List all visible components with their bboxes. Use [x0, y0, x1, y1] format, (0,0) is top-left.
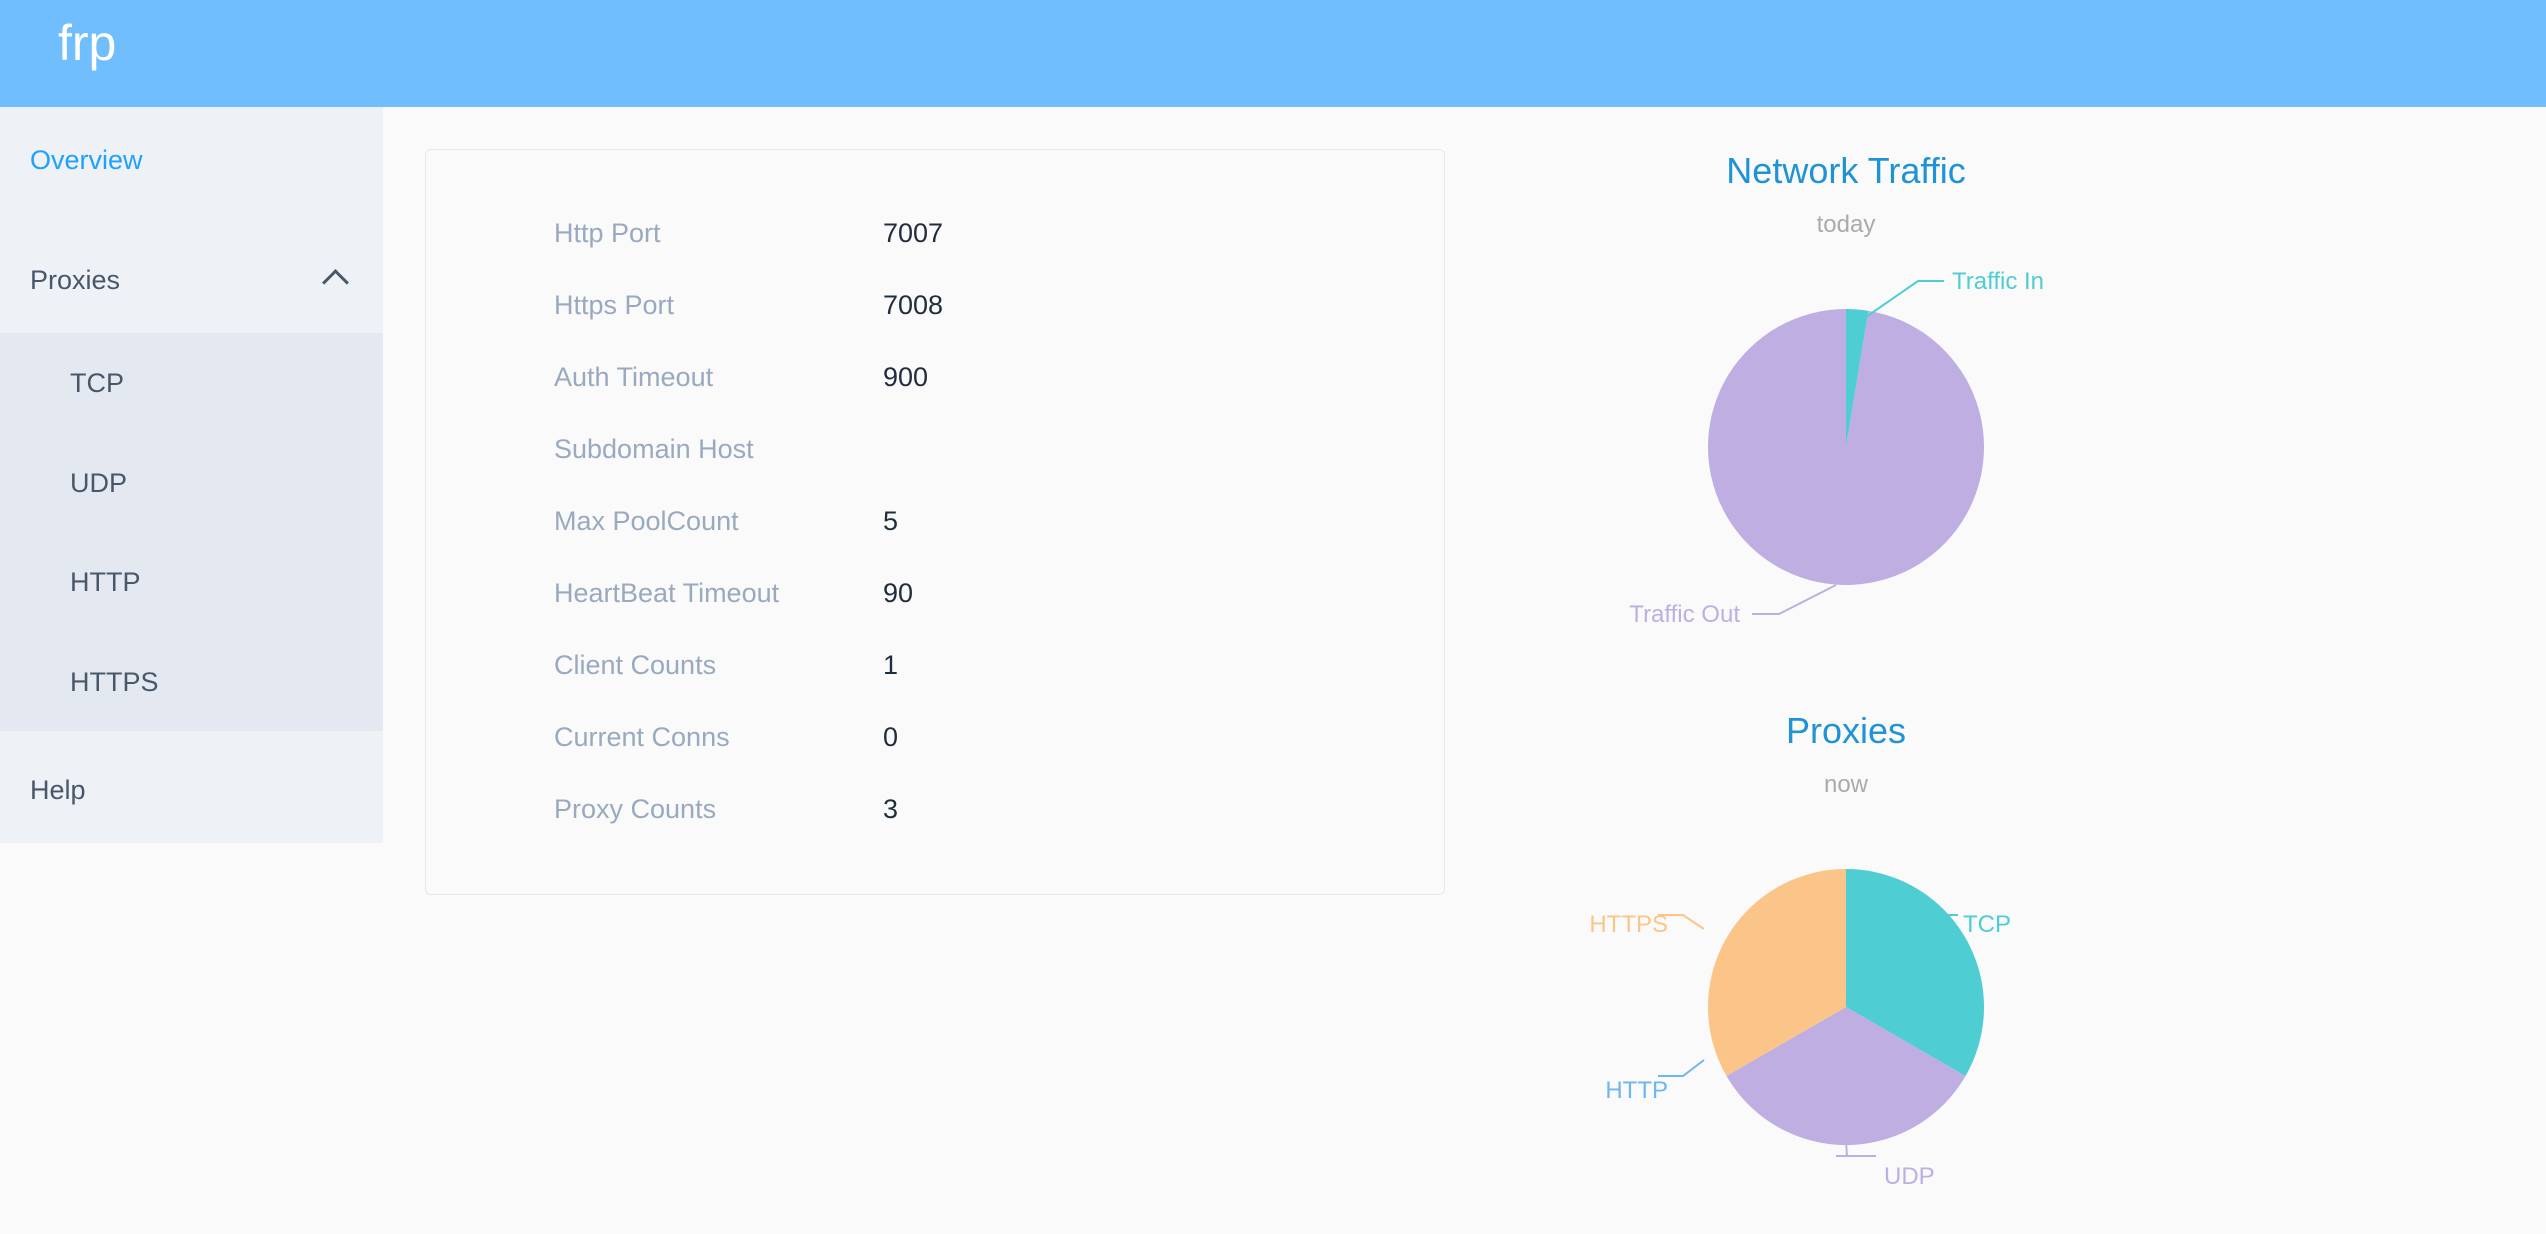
- https-label-line: [1658, 914, 1705, 930]
- traffic-pie: [1708, 309, 1985, 586]
- tcp-label-line: [1911, 914, 1958, 930]
- info-label: Max PoolCount: [554, 506, 739, 536]
- sidebar-item-tcp[interactable]: TCP: [0, 333, 383, 433]
- sidebar-item-udp[interactable]: UDP: [0, 433, 383, 533]
- info-value: 5: [883, 506, 899, 536]
- info-label: Http Port: [554, 218, 661, 248]
- info-value: 90: [883, 578, 914, 608]
- pie-slice-traffic-in[interactable]: [1846, 309, 1869, 447]
- info-value: 0: [883, 722, 899, 752]
- sidebar-menu: Overview Proxies TCP UDP HTTP HTTPS Help: [0, 107, 383, 843]
- info-label: Https Port: [554, 290, 675, 320]
- proxies-chart-title: Proxies: [1785, 710, 1907, 751]
- traffic-in-label-line: [1855, 280, 1944, 325]
- proxies-submenu: TCP UDP HTTP HTTPS: [0, 333, 383, 731]
- tcp-label: TCP: [1963, 911, 2011, 938]
- udp-label: UDP: [1884, 1163, 1935, 1190]
- pie-slice-https[interactable]: [1708, 869, 1846, 1076]
- info-value: 7007: [883, 218, 944, 248]
- pie-slice-traffic-out[interactable]: [1708, 309, 1985, 586]
- sidebar-item-label: TCP: [70, 367, 124, 398]
- top-header: frp: [0, 0, 2546, 107]
- traffic-out-label: Traffic Out: [1629, 601, 1740, 628]
- app-logo[interactable]: frp: [58, 15, 117, 71]
- http-label: HTTP: [1605, 1077, 1668, 1104]
- sidebar-item-proxies[interactable]: Proxies: [0, 227, 383, 333]
- https-label: HTTPS: [1589, 911, 1668, 938]
- sidebar-item-help[interactable]: Help: [0, 737, 383, 843]
- udp-label-line: [1836, 1126, 1876, 1157]
- info-label: HeartBeat Timeout: [554, 578, 780, 608]
- sidebar-item-https[interactable]: HTTPS: [0, 632, 383, 732]
- info-label: Client Counts: [554, 650, 717, 680]
- info-value: 3: [883, 794, 899, 824]
- traffic-out-label-line: [1752, 584, 1837, 615]
- traffic-chart-title: Network Traffic: [1726, 150, 1966, 191]
- sidebar-item-label: Help: [30, 774, 86, 805]
- http-label-line: [1658, 1059, 1705, 1077]
- info-label: Subdomain Host: [554, 434, 754, 464]
- sidebar-item-label: Proxies: [30, 264, 121, 295]
- info-value: 7008: [883, 290, 944, 320]
- sidebar-item-label: Overview: [30, 144, 143, 175]
- info-value: 900: [883, 362, 929, 392]
- sidebar-item-http[interactable]: HTTP: [0, 532, 383, 632]
- info-label: Current Conns: [554, 722, 730, 752]
- server-info-card: Http Port 7007 Https Port 7008 Auth Timeout 9…: [425, 149, 1445, 895]
- info-label: Auth Timeout: [554, 362, 714, 392]
- info-label: Proxy Counts: [554, 794, 717, 824]
- info-value: 1: [883, 650, 899, 680]
- traffic-chart-subtitle: today: [1816, 211, 1876, 238]
- proxies-chart-subtitle: now: [1823, 771, 1869, 798]
- proxies-pie: [1708, 869, 1984, 1145]
- sidebar-item-label: HTTP: [70, 566, 141, 597]
- sidebar-item-label: UDP: [70, 467, 128, 498]
- pie-slice-tcp[interactable]: [1846, 869, 1984, 1076]
- sidebar-item-label: HTTPS: [70, 666, 159, 697]
- sidebar-item-overview[interactable]: Overview: [0, 107, 383, 213]
- traffic-in-label: Traffic In: [1952, 268, 2044, 295]
